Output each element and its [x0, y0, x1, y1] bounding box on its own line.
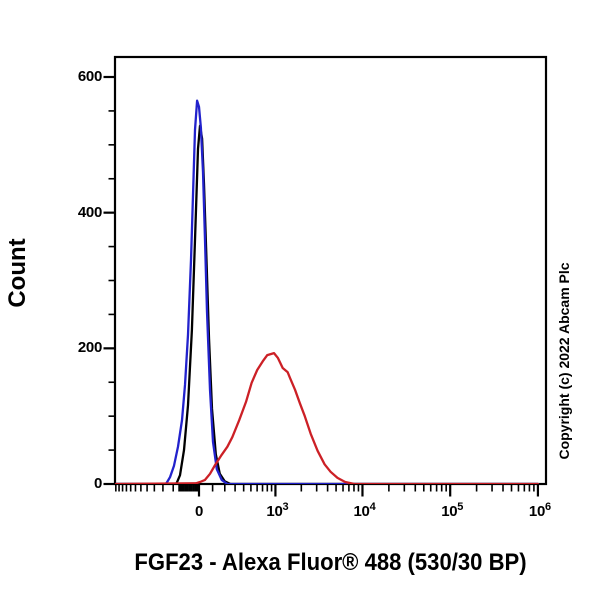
black-control-histogram	[115, 124, 540, 484]
y-tick-label-600: 600	[77, 68, 102, 85]
x-tick-label-10e5: 105	[441, 501, 464, 520]
y-tick-label-400: 400	[77, 203, 102, 221]
x-tick-label-10e4: 104	[353, 501, 376, 520]
x-tick-label-0: 0	[194, 503, 204, 520]
red-stained-histogram	[115, 351, 540, 484]
blue-control-histogram	[115, 99, 540, 484]
y-axis-title: Count	[4, 238, 31, 308]
plot-border	[113, 55, 548, 486]
x-tick-label-10e6: 106	[528, 501, 551, 520]
x-tick-label-10e3: 103	[266, 501, 289, 520]
copyright-notice: Copyright (c) 2022 Abcam Plc	[556, 262, 572, 460]
x-axis-title: FGF23 - Alexa Fluor® 488 (530/30 BP)	[134, 549, 527, 576]
y-tick-label-0: 0	[93, 475, 102, 492]
y-tick-label-200: 200	[77, 339, 102, 357]
